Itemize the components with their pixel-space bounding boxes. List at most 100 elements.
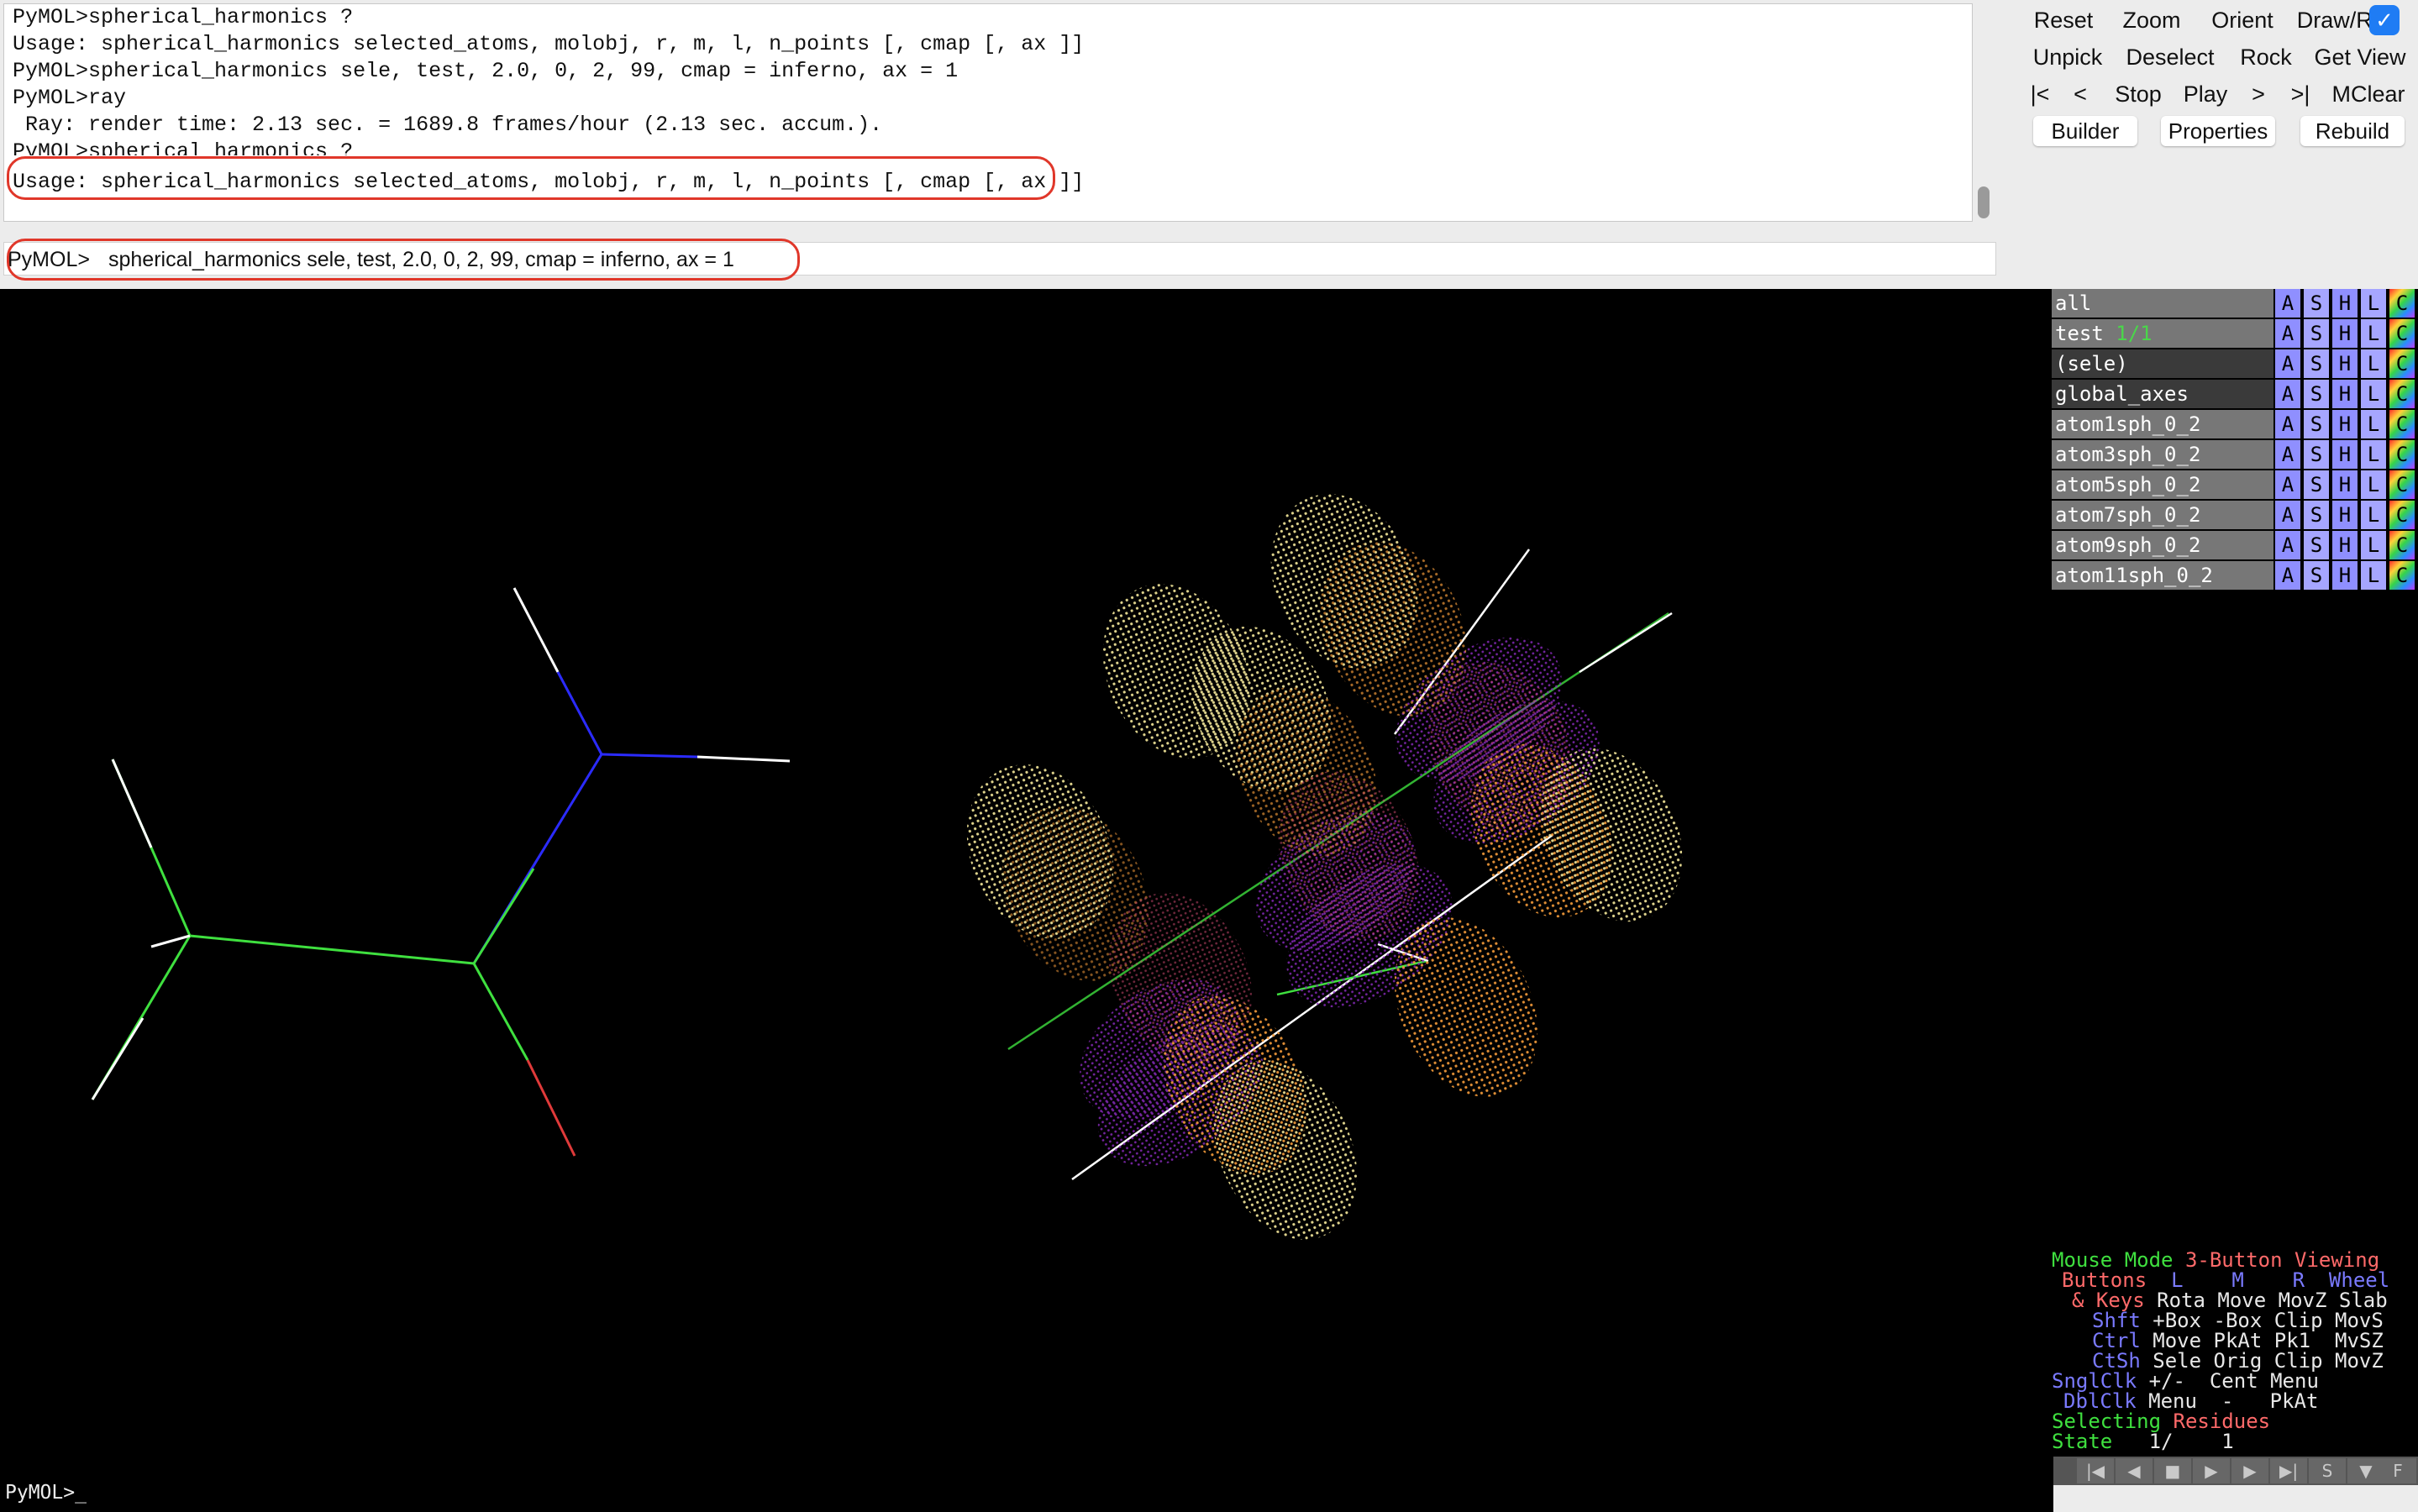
show-button[interactable]: S (2304, 410, 2329, 438)
object-name[interactable]: test 1/1 (2052, 319, 2273, 348)
color-button[interactable]: C (2389, 289, 2415, 318)
label-button[interactable]: L (2361, 561, 2386, 590)
prev-frame-button[interactable]: < (2074, 81, 2087, 107)
hide-button[interactable]: H (2332, 380, 2358, 408)
hide-button[interactable]: H (2332, 319, 2358, 348)
deselect-button[interactable]: Deselect (2126, 45, 2215, 70)
next-frame-icon[interactable]: ▶ (2231, 1458, 2268, 1483)
object-row-atom5[interactable]: atom5sph_0_2 A S H L C (2050, 470, 2418, 499)
action-button[interactable]: A (2275, 501, 2300, 529)
orient-button[interactable]: Orient (2211, 8, 2273, 33)
show-button[interactable]: S (2304, 470, 2329, 499)
properties-button[interactable]: Properties (2161, 116, 2275, 146)
label-button[interactable]: L (2361, 531, 2386, 559)
hide-button[interactable]: H (2332, 561, 2358, 590)
label-button[interactable]: L (2361, 289, 2386, 318)
hide-button[interactable]: H (2332, 410, 2358, 438)
object-row-all[interactable]: all A S H L C (2050, 289, 2418, 318)
command-input[interactable] (108, 246, 1369, 273)
show-button[interactable]: S (2304, 349, 2329, 378)
object-name[interactable]: atom1sph_0_2 (2052, 410, 2273, 438)
label-button[interactable]: L (2361, 349, 2386, 378)
last-frame-icon[interactable]: ▶| (2270, 1458, 2307, 1483)
log-scrollbar[interactable] (1978, 186, 1990, 218)
color-button[interactable]: C (2389, 319, 2415, 348)
show-button[interactable]: S (2304, 501, 2329, 529)
play-icon[interactable]: ▶ (2193, 1458, 2230, 1483)
unpick-button[interactable]: Unpick (2032, 45, 2103, 70)
object-name[interactable]: atom7sph_0_2 (2052, 501, 2273, 529)
object-name[interactable]: atom3sph_0_2 (2052, 440, 2273, 469)
show-button[interactable]: S (2304, 289, 2329, 318)
color-button[interactable]: C (2389, 531, 2415, 559)
builder-button[interactable]: Builder (2033, 116, 2137, 146)
stop-button[interactable]: Stop (2115, 81, 2162, 107)
action-button[interactable]: A (2275, 470, 2300, 499)
rebuild-button[interactable]: Rebuild (2300, 116, 2405, 146)
next-frame-button[interactable]: > (2252, 81, 2265, 107)
label-button[interactable]: L (2361, 380, 2386, 408)
object-name[interactable]: global_axes (2052, 380, 2273, 408)
object-row-atom3[interactable]: atom3sph_0_2 A S H L C (2050, 440, 2418, 469)
stop-icon[interactable]: ■ (2154, 1458, 2191, 1483)
label-button[interactable]: L (2361, 440, 2386, 469)
action-button[interactable]: A (2275, 289, 2300, 318)
object-name[interactable]: (sele) (2052, 349, 2273, 378)
label-button[interactable]: L (2361, 319, 2386, 348)
hide-button[interactable]: H (2332, 440, 2358, 469)
color-button[interactable]: C (2389, 561, 2415, 590)
color-button[interactable]: C (2389, 440, 2415, 469)
action-button[interactable]: A (2275, 349, 2300, 378)
object-name[interactable]: atom11sph_0_2 (2052, 561, 2273, 590)
hide-button[interactable]: H (2332, 531, 2358, 559)
object-name[interactable]: atom5sph_0_2 (2052, 470, 2273, 499)
show-button[interactable]: S (2304, 380, 2329, 408)
object-row-atom1[interactable]: atom1sph_0_2 A S H L C (2050, 410, 2418, 438)
checkbox-toggle[interactable]: ✓ (2369, 5, 2400, 35)
rock-button[interactable]: Rock (2240, 45, 2292, 70)
object-name[interactable]: all (2052, 289, 2273, 318)
last-frame-button[interactable]: >| (2290, 81, 2310, 107)
action-button[interactable]: A (2275, 319, 2300, 348)
action-button[interactable]: A (2275, 380, 2300, 408)
dropdown-icon[interactable]: ▼ (2347, 1458, 2384, 1483)
object-row-atom7[interactable]: atom7sph_0_2 A S H L C (2050, 501, 2418, 529)
color-button[interactable]: C (2389, 380, 2415, 408)
hide-button[interactable]: H (2332, 470, 2358, 499)
show-button[interactable]: S (2304, 440, 2329, 469)
viewer-prompt[interactable]: PyMOL>_ (5, 1482, 87, 1504)
object-row-sele[interactable]: (sele) A S H L C (2050, 349, 2418, 378)
scene-button[interactable]: S (2309, 1458, 2346, 1483)
hide-button[interactable]: H (2332, 349, 2358, 378)
object-row-atom11[interactable]: atom11sph_0_2 A S H L C (2050, 561, 2418, 590)
action-button[interactable]: A (2275, 410, 2300, 438)
fullscreen-button[interactable]: F (2379, 1458, 2416, 1483)
show-button[interactable]: S (2304, 531, 2329, 559)
color-button[interactable]: C (2389, 501, 2415, 529)
first-frame-button[interactable]: |< (2030, 81, 2050, 107)
hide-button[interactable]: H (2332, 289, 2358, 318)
molecular-viewport[interactable] (0, 289, 2050, 1457)
zoom-button[interactable]: Zoom (2122, 8, 2181, 33)
object-row-global-axes[interactable]: global_axes A S H L C (2050, 380, 2418, 408)
prev-frame-icon[interactable]: ◀ (2116, 1458, 2153, 1483)
play-button[interactable]: Play (2183, 81, 2228, 107)
label-button[interactable]: L (2361, 410, 2386, 438)
object-row-atom9[interactable]: atom9sph_0_2 A S H L C (2050, 531, 2418, 559)
action-button[interactable]: A (2275, 531, 2300, 559)
hide-button[interactable]: H (2332, 501, 2358, 529)
get-view-button[interactable]: Get View (2314, 45, 2406, 70)
show-button[interactable]: S (2304, 561, 2329, 590)
reset-button[interactable]: Reset (2033, 8, 2094, 33)
show-button[interactable]: S (2304, 319, 2329, 348)
object-name[interactable]: atom9sph_0_2 (2052, 531, 2273, 559)
color-button[interactable]: C (2389, 349, 2415, 378)
label-button[interactable]: L (2361, 470, 2386, 499)
label-button[interactable]: L (2361, 501, 2386, 529)
mclear-button[interactable]: MClear (2331, 81, 2405, 107)
first-frame-icon[interactable]: |◀ (2077, 1458, 2114, 1483)
color-button[interactable]: C (2389, 410, 2415, 438)
viewer-command-bar[interactable]: PyMOL>_ (0, 1457, 2053, 1512)
action-button[interactable]: A (2275, 561, 2300, 590)
color-button[interactable]: C (2389, 470, 2415, 499)
